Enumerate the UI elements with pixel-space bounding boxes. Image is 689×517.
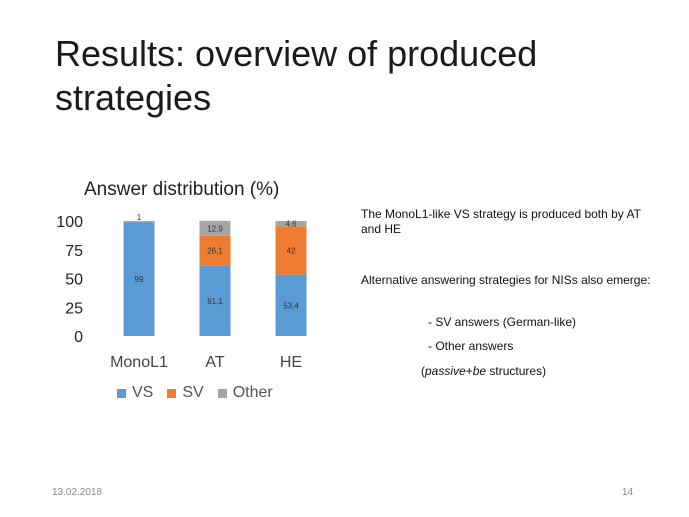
slide-title: Results: overview of produced strategies xyxy=(55,33,538,118)
bar-at-other xyxy=(199,220,231,236)
data-label-at-sv: 26,1 xyxy=(207,247,223,256)
y-tick-label-75: 75 xyxy=(65,243,83,260)
legend-label-vs: VS xyxy=(132,384,154,401)
legend-swatch-vs xyxy=(117,388,126,398)
y-tick-label-100: 100 xyxy=(56,214,83,231)
data-label-at-other: 12,9 xyxy=(207,224,223,233)
legend-label-other: Other xyxy=(232,384,273,401)
bar-monol1-other xyxy=(123,221,155,223)
bar-at-vs xyxy=(199,265,231,336)
data-label-at-vs: 61,1 xyxy=(207,297,223,306)
legend-label-sv: SV xyxy=(182,384,204,401)
note-italic-passive: passive xyxy=(425,364,466,378)
x-tick-label-monol1: MonoL1 xyxy=(110,354,168,371)
bar-he-sv xyxy=(275,226,307,275)
x-tick-label-at: AT xyxy=(205,354,224,371)
note-passive-structures: (passive+be structures) xyxy=(421,364,546,379)
bullet-other-answers: - Other answers xyxy=(428,339,514,353)
data-label-monol1-other: 1 xyxy=(137,213,142,222)
legend-item-vs: VS xyxy=(117,384,153,402)
y-tick-label-50: 50 xyxy=(65,272,83,289)
note-italic-be: be xyxy=(472,364,487,378)
legend-item-other: Other xyxy=(217,384,273,402)
bar-monol1-vs xyxy=(123,222,155,336)
data-label-he-vs: 53,4 xyxy=(283,301,299,310)
chart-legend: VS SV Other xyxy=(117,384,273,402)
note-open: ( xyxy=(421,364,425,378)
y-tick-label-0: 0 xyxy=(74,329,83,346)
legend-swatch-sv xyxy=(167,388,177,398)
bar-at-sv xyxy=(199,235,231,266)
data-label-he-sv: 42 xyxy=(287,246,296,255)
bar-he-vs xyxy=(275,274,307,336)
x-tick-label-he: HE xyxy=(280,354,302,371)
y-tick-label-25: 25 xyxy=(65,300,83,317)
note-rest: structures) xyxy=(486,364,547,378)
footer-date: 13.02.2018 xyxy=(52,487,103,498)
paragraph-alternative-strategies: Alternative answering strategies for NIS… xyxy=(361,273,651,287)
paragraph-monol1-strategy: The MonoL1-like VS strategy is produced … xyxy=(361,207,641,236)
stacked-bar-chart: 0 25 50 75 100 99 1 MonoL1 61,1 26,1 12,9 AT 53,4 42 4… xyxy=(56,213,307,371)
legend-item-sv: SV xyxy=(167,384,204,402)
data-label-he-other: 4,6 xyxy=(285,220,297,229)
data-label-monol1-vs: 99 xyxy=(135,275,144,284)
chart-title: Answer distribution (%) xyxy=(84,179,280,200)
note-plus: + xyxy=(465,364,473,378)
footer-page-number: 14 xyxy=(622,487,634,498)
bar-he-other xyxy=(275,221,307,227)
legend-swatch-other xyxy=(217,388,227,398)
bullet-sv-answers: - SV answers (German-like) xyxy=(428,315,577,329)
